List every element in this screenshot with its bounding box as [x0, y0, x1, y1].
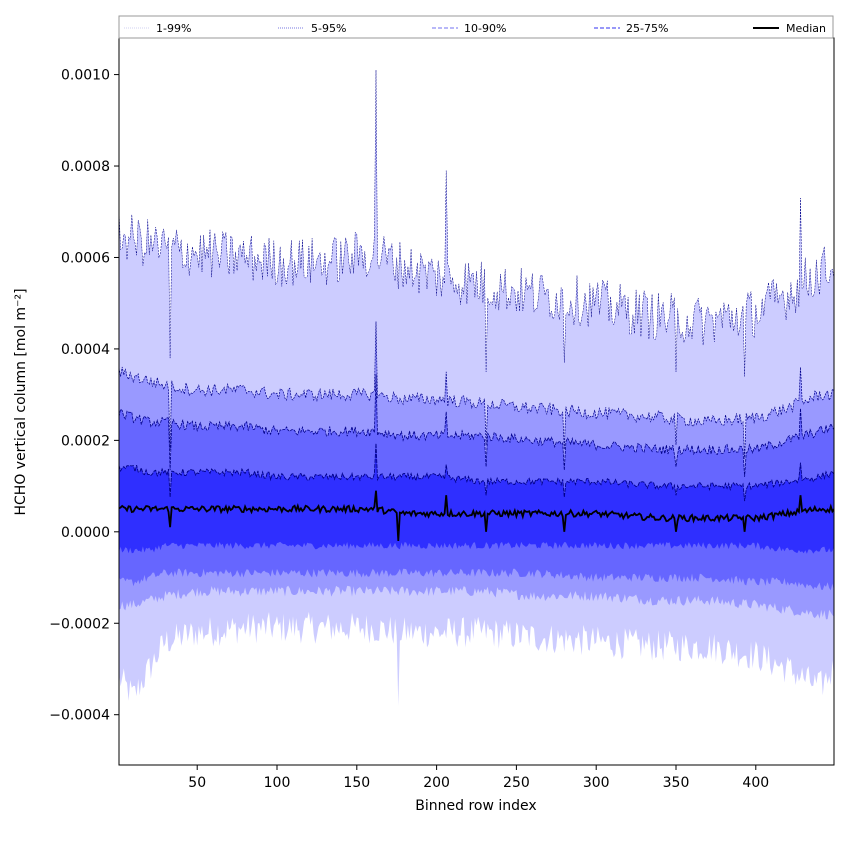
y-tick-label: 0.0000	[61, 525, 110, 541]
median-line	[119, 490, 834, 542]
band-25-75	[119, 443, 834, 554]
x-tick-label: 300	[583, 775, 610, 791]
x-tick-label: 150	[343, 775, 370, 791]
legend-label: 10-90%	[464, 22, 506, 35]
x-tick-label: 250	[503, 775, 530, 791]
x-axis-label: Binned row index	[415, 798, 536, 814]
legend-label: 25-75%	[626, 22, 668, 35]
x-tick-label: 200	[423, 775, 450, 791]
legend-label: 5-95%	[311, 22, 346, 35]
x-tick-label: 350	[663, 775, 690, 791]
x-axis: 50 100 150 200 250 300 350 400	[188, 765, 769, 791]
legend-box	[118, 15, 834, 39]
x-tick-label: 50	[188, 775, 206, 791]
y-tick-label: 0.0006	[61, 250, 110, 266]
y-tick-label: 0.0010	[61, 68, 110, 84]
y-tick-label: 0.0004	[61, 342, 110, 358]
percentile-lines	[119, 69, 834, 542]
y-tick-label: 0.0008	[61, 159, 110, 175]
y-axis-label: HCHO vertical column [mol m⁻²]	[13, 288, 29, 515]
percentile-bands	[119, 70, 834, 706]
x-tick-label: 400	[742, 775, 769, 791]
legend-label: 1-99%	[156, 22, 191, 35]
legend-label: Median	[786, 22, 826, 35]
legend: 1-99% 5-95% 10-90% 25-75% Median	[118, 15, 834, 39]
line-p90	[119, 374, 834, 477]
line-p75	[119, 443, 834, 502]
y-tick-label: −0.0004	[49, 708, 110, 724]
line-p95	[119, 321, 834, 459]
x-tick-label: 100	[264, 775, 291, 791]
y-tick-label: −0.0002	[49, 616, 110, 632]
y-tick-label: 0.0002	[61, 433, 110, 449]
y-axis: −0.0004 −0.0002 0.0000 0.0002 0.0004 0.0006 0.…	[49, 68, 119, 724]
line-p99	[119, 69, 834, 377]
